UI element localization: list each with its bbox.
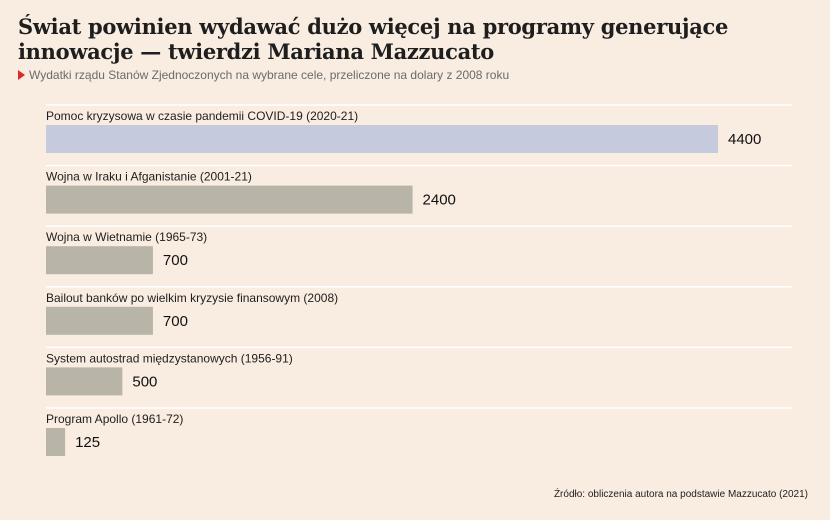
data-label: 700: [163, 252, 188, 269]
chart-title: Świat powinien wydawać dużo więcej na pr…: [18, 14, 729, 64]
chart-subtitle: Wydatki rządu Stanów Zjednoczonych na wy…: [18, 68, 509, 82]
bar: [46, 428, 66, 456]
bar: [46, 185, 413, 214]
data-label: 125: [75, 434, 100, 451]
data-label: 4400: [728, 131, 761, 148]
category-label: Pomoc kryzysowa w czasie pandemii COVID-…: [46, 109, 358, 123]
source-note: Źródło: obliczenia autora na podstawie M…: [553, 489, 808, 500]
bar: [46, 306, 153, 335]
data-label: 700: [163, 313, 188, 330]
data-label: 2400: [423, 192, 456, 209]
category-label: System autostrad międzystanowych (1956-9…: [46, 351, 293, 365]
category-label: Wojna w Wietnamie (1965-73): [46, 230, 207, 244]
bar: [46, 125, 718, 153]
subtitle-text: Wydatki rządu Stanów Zjednoczonych na wy…: [29, 68, 510, 82]
bar: [46, 246, 153, 275]
triangle-marker-icon: [18, 70, 25, 80]
category-label: Bailout banków po wielkim kryzysie finan…: [46, 291, 338, 305]
bar: [46, 367, 123, 396]
category-label: Wojna w Iraku i Afganistanie (2001-21): [46, 170, 252, 184]
category-label: Program Apollo (1961-72): [46, 412, 183, 426]
data-label: 500: [132, 373, 157, 390]
